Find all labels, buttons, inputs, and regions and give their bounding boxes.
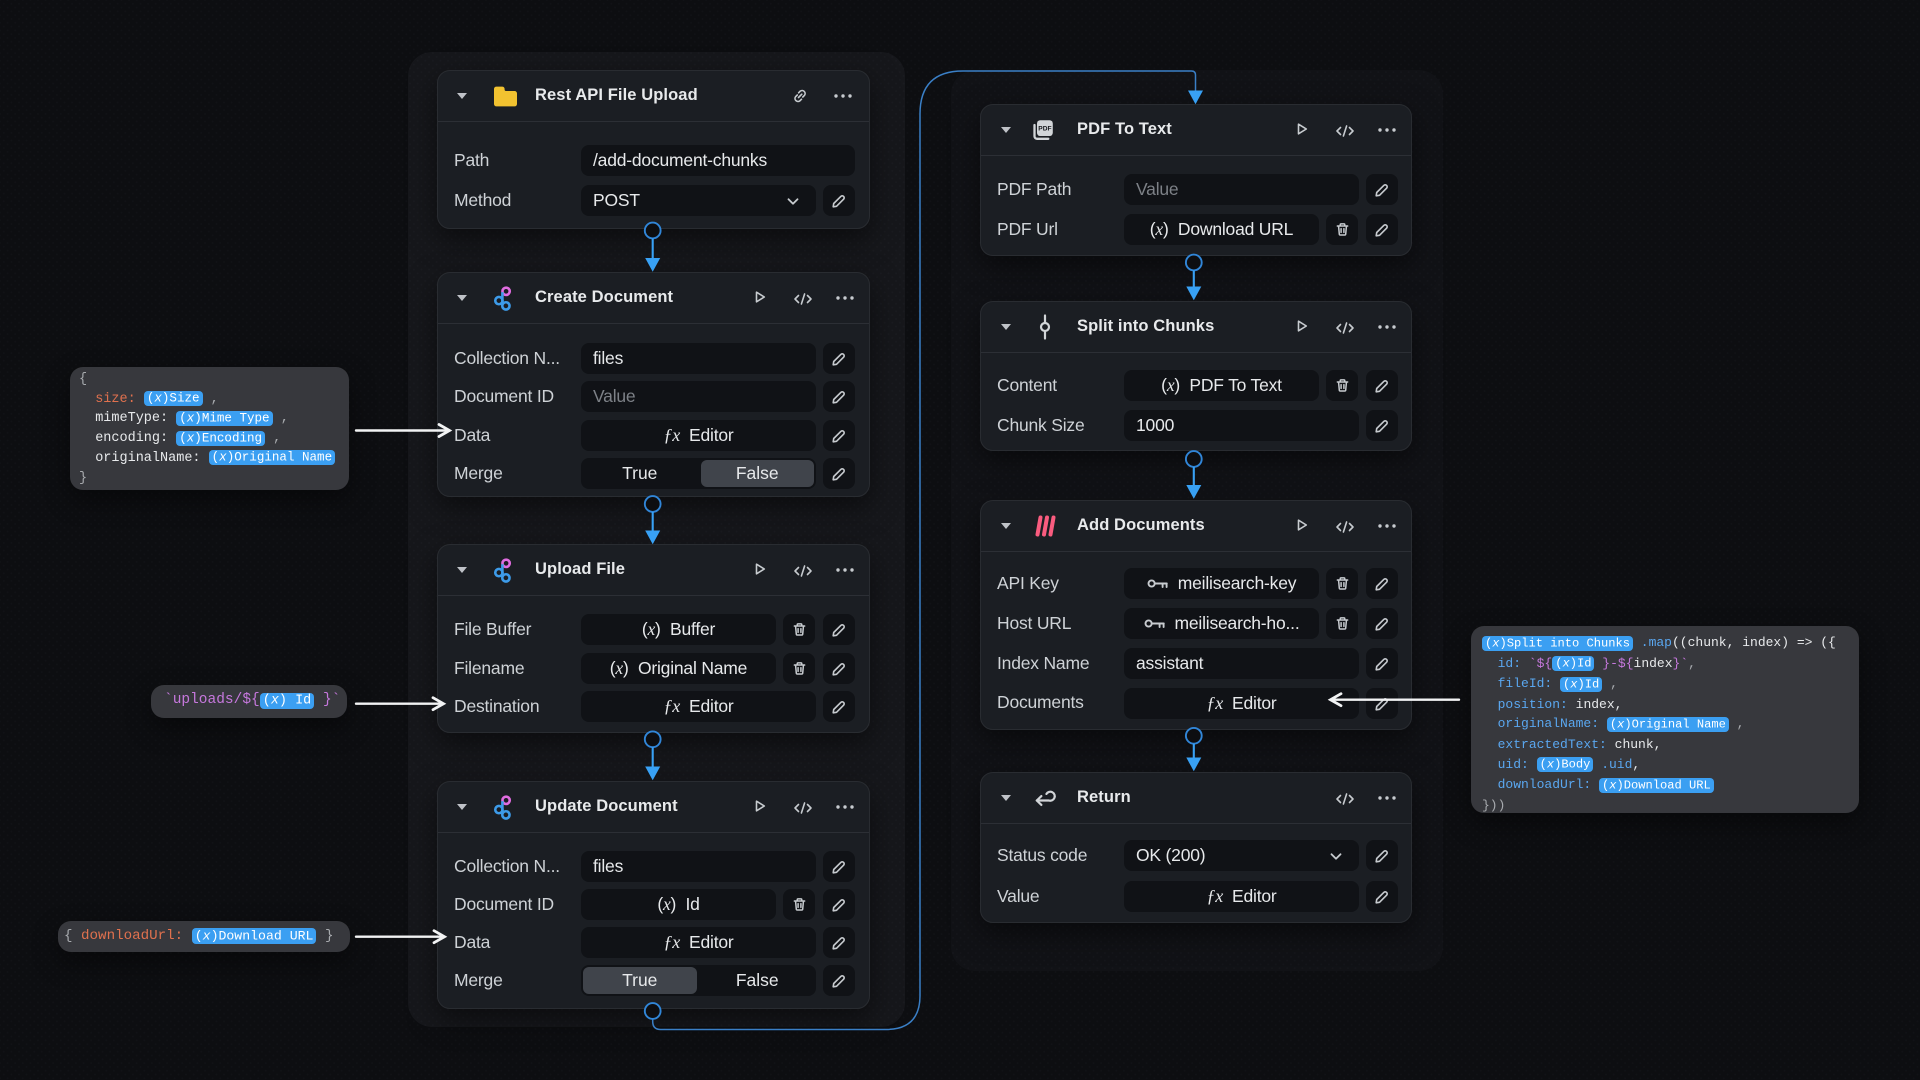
svg-text:PDF: PDF <box>1038 126 1051 133</box>
